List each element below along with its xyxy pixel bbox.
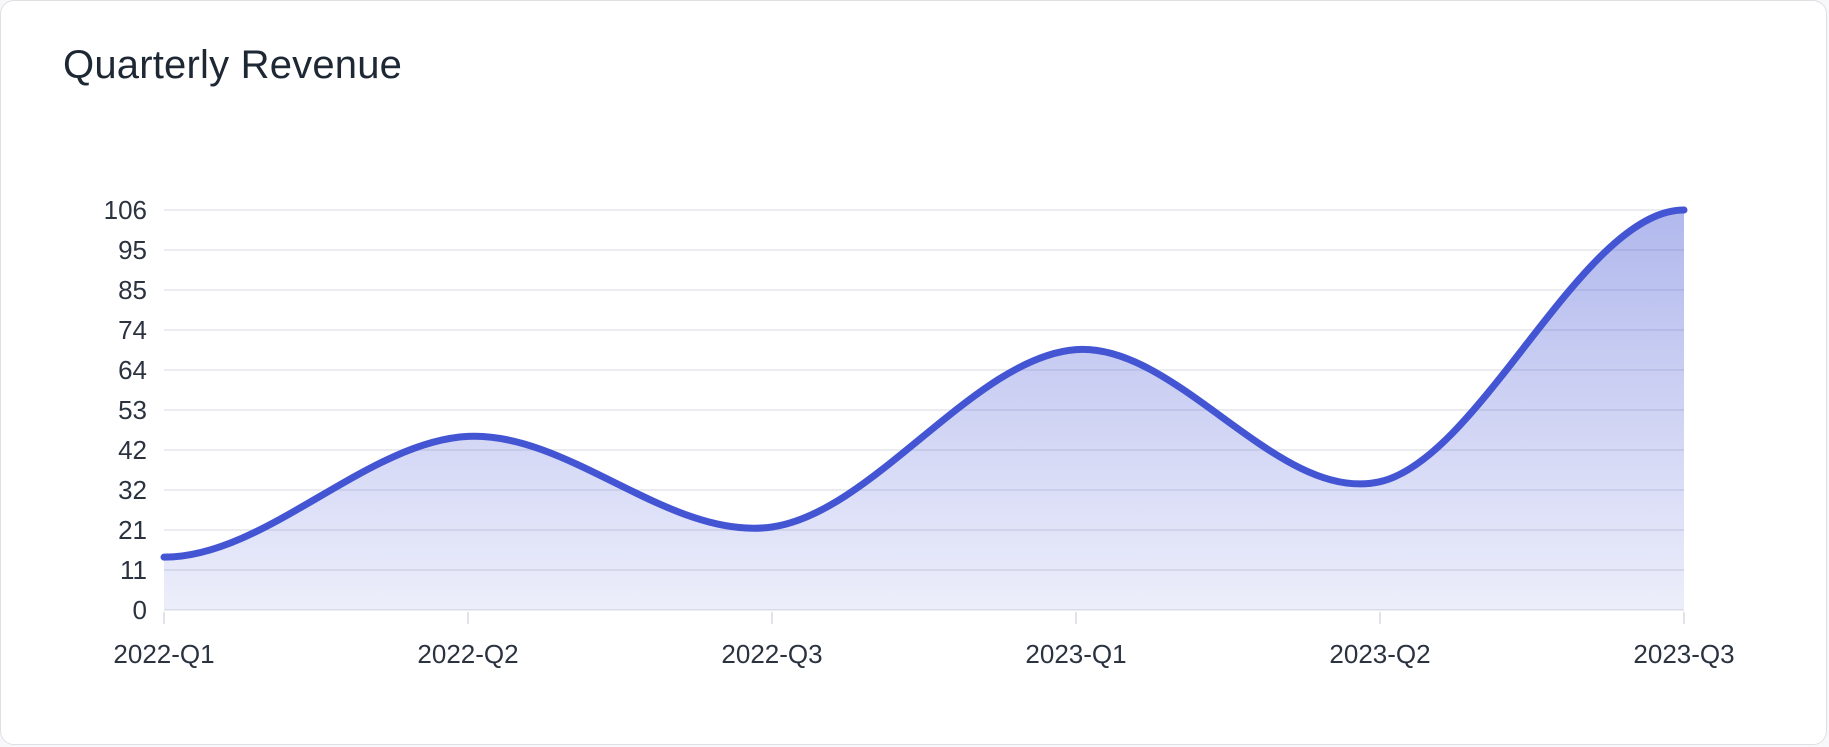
y-axis-tick-label: 0 <box>133 595 147 625</box>
y-axis-tick-label: 42 <box>118 435 147 465</box>
x-axis-tick-label: 2022-Q2 <box>417 639 518 669</box>
y-axis-tick-label: 74 <box>118 315 147 345</box>
y-axis-tick-label: 64 <box>118 355 147 385</box>
x-axis-tick-label: 2022-Q1 <box>113 639 214 669</box>
x-axis-tick-label: 2023-Q2 <box>1329 639 1430 669</box>
y-axis-tick-label: 32 <box>118 475 147 505</box>
x-axis-tick-label: 2022-Q3 <box>721 639 822 669</box>
y-axis-tick-label: 95 <box>118 235 147 265</box>
chart-title: Quarterly Revenue <box>63 43 403 87</box>
y-axis-labels: 0 11 21 32 42 53 64 74 85 95 106 <box>104 195 147 625</box>
y-axis-tick-label: 11 <box>120 555 147 585</box>
revenue-line <box>160 206 1688 561</box>
x-axis-ticks <box>163 612 1685 624</box>
x-axis-tick-label: 2023-Q1 <box>1025 639 1126 669</box>
y-axis-tick-label: 21 <box>118 515 147 545</box>
y-axis-tick-label: 85 <box>118 275 147 305</box>
x-axis-labels: 2022-Q1 2022-Q2 2022-Q3 2023-Q1 2023-Q2 2023-… <box>113 639 1734 669</box>
y-axis-tick-label: 53 <box>118 395 147 425</box>
area-fill <box>164 210 1684 610</box>
x-axis-tick-label: 2023-Q3 <box>1633 639 1734 669</box>
y-axis-tick-label: 106 <box>104 195 147 225</box>
